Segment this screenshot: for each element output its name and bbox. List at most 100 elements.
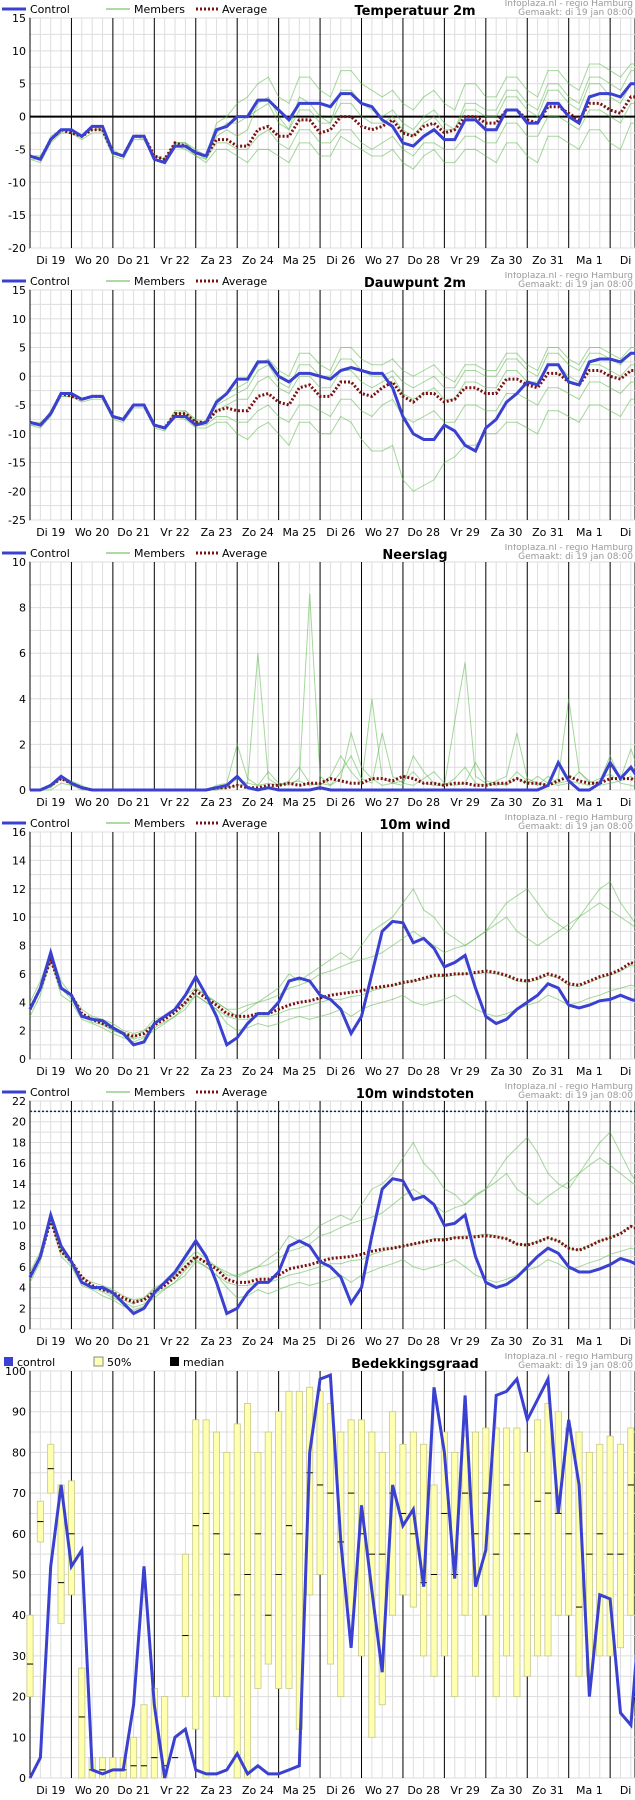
y-tick-label: 0 — [19, 1323, 26, 1336]
series-member-line — [29, 1131, 635, 1305]
x-tick-label: Zo 24 — [242, 1065, 274, 1078]
band-bar — [264, 1431, 272, 1665]
y-tick-label: 40 — [12, 1609, 26, 1622]
legend-control-label: Control — [30, 817, 70, 830]
x-tick-label: Vr 22 — [160, 1784, 190, 1797]
band-bar — [389, 1411, 397, 1616]
x-tick-label: Za 30 — [491, 254, 523, 267]
legend-average-label: Average — [222, 817, 267, 830]
y-tick-label: 0 — [19, 1053, 26, 1066]
x-tick-label: Za 23 — [201, 796, 233, 809]
legend-average-label: Average — [222, 1086, 267, 1099]
y-tick-label: 12 — [12, 1199, 26, 1212]
legend-control-label: Control — [30, 3, 70, 16]
series-control-line — [28, 1372, 635, 1779]
x-tick-label: Zo 24 — [242, 1784, 274, 1797]
x-tick-label: Di 26 — [326, 796, 355, 809]
band-bar — [285, 1390, 293, 1689]
x-tick-label: Do 28 — [407, 526, 440, 539]
band-bar — [109, 1757, 117, 1779]
x-tick-label: Di 26 — [326, 1335, 355, 1348]
legend-members-label: Members — [134, 275, 185, 288]
x-tick-label: Do 21 — [117, 254, 150, 267]
band-bar — [130, 1736, 138, 1779]
x-tick-label: Wo 27 — [365, 254, 399, 267]
source-label: Infoplaza.nl - regio Hamburg — [505, 1353, 633, 1362]
legend-control-label: Control — [30, 547, 70, 560]
chart-3: 10 8 6 4 2 0 Di 19 Wo 20 Do 21 Vr 22 Za 23 Zo 24 Ma … — [2, 544, 635, 809]
x-tick-label: Vr 22 — [160, 1335, 190, 1348]
legend-control-label: control — [17, 1356, 55, 1369]
made-label: Gemaakt: di 19 jan 08:00 — [518, 552, 633, 562]
made-label: Gemaakt: di 19 jan 08:00 — [518, 280, 633, 290]
x-tick-label: Di 26 — [326, 526, 355, 539]
x-tick-label: Ma 1 — [576, 1335, 603, 1348]
y-tick-label: 0 — [19, 1772, 26, 1785]
source-label: Infoplaza.nl - regio Hamburg — [505, 0, 633, 9]
band-bar — [534, 1419, 542, 1657]
y-tick-label: -15 — [8, 209, 26, 222]
y-tick-label: 8 — [19, 602, 26, 615]
y-tick-label: -10 — [8, 176, 26, 189]
y-tick-label: 16 — [12, 826, 26, 839]
x-tick-label: Wo 20 — [75, 526, 109, 539]
y-tick-label: 60 — [12, 1528, 26, 1541]
x-tick-label: Wo 27 — [365, 526, 399, 539]
x-tick-label: Zo 24 — [242, 254, 274, 267]
legend-control-swatch — [4, 1357, 13, 1366]
x-tick-label: Ma 1 — [576, 254, 603, 267]
x-tick-label: Ma 25 — [282, 1784, 316, 1797]
y-tick-label: 6 — [19, 647, 26, 660]
legend-median-swatch — [170, 1357, 179, 1366]
made-label: Gemaakt: di 19 jan 08:00 — [518, 1091, 633, 1101]
y-tick-label: 2 — [19, 738, 26, 751]
x-tick-label: Wo 20 — [75, 796, 109, 809]
x-tick-label: Ma 1 — [576, 796, 603, 809]
x-tick-label: Wo 27 — [365, 1784, 399, 1797]
series-average-line — [28, 955, 635, 1038]
x-tick-label: Vr 22 — [160, 796, 190, 809]
band-bar — [275, 1411, 283, 1689]
y-tick-label: 10 — [12, 911, 26, 924]
band-bar — [616, 1443, 625, 1649]
chart-title: Bedekkingsgraad — [351, 1357, 478, 1372]
series-member-line — [29, 958, 635, 1040]
x-tick-label: Za 30 — [491, 1335, 523, 1348]
chart-title: Neerslag — [382, 548, 447, 563]
band-bar — [316, 1390, 324, 1575]
band-bar — [202, 1419, 210, 1779]
series-average-line — [29, 95, 635, 162]
band-bar — [347, 1419, 355, 1616]
band-bar — [78, 1667, 86, 1779]
x-tick-label: Ma 25 — [282, 254, 316, 267]
x-tick-label: Za 23 — [201, 1784, 233, 1797]
band-bar — [212, 1431, 220, 1697]
x-tick-label: Di 2 — [620, 1335, 635, 1348]
y-tick-label: 50 — [12, 1569, 26, 1582]
legend-band-swatch — [93, 1356, 104, 1367]
legend-members-label: Members — [134, 1086, 185, 1099]
series-member-line — [29, 395, 635, 492]
y-tick-label: 18 — [12, 1136, 26, 1149]
x-tick-label: Vr 22 — [160, 254, 190, 267]
band-bar — [492, 1427, 500, 1697]
x-tick-label: Do 21 — [117, 526, 150, 539]
y-tick-label: 90 — [12, 1406, 26, 1419]
x-tick-label: Do 21 — [117, 796, 150, 809]
legend-median-label: median — [183, 1356, 224, 1369]
band-bar — [223, 1452, 231, 1697]
y-tick-label: 15 — [12, 284, 26, 297]
x-tick-label: Ma 1 — [576, 1784, 603, 1797]
y-tick-label: 10 — [12, 45, 26, 58]
y-tick-label: 12 — [12, 883, 26, 896]
band-bar — [513, 1427, 521, 1697]
y-tick-label: -20 — [8, 485, 26, 498]
x-tick-label: Za 23 — [201, 1065, 233, 1078]
x-tick-label: Wo 27 — [365, 1065, 399, 1078]
x-tick-label: Do 21 — [117, 1784, 150, 1797]
x-tick-label: Do 28 — [407, 1335, 440, 1348]
x-tick-label: Do 28 — [407, 254, 440, 267]
